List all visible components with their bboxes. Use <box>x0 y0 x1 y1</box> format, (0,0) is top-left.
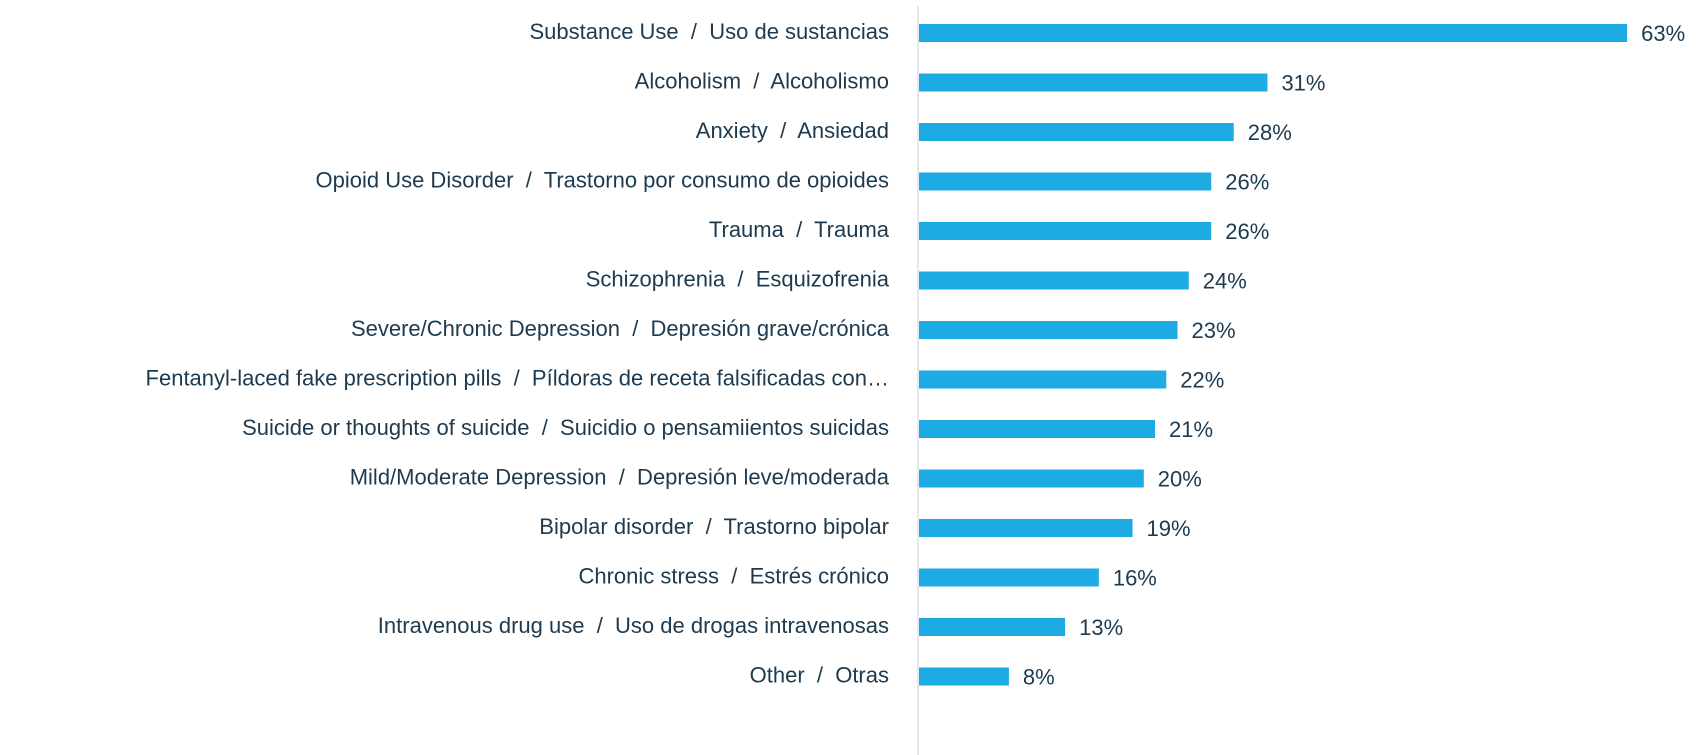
value-label: 26% <box>1225 219 1269 244</box>
category-label: Alcoholism / Alcoholismo <box>635 68 889 93</box>
value-label: 16% <box>1113 565 1157 590</box>
value-label: 26% <box>1225 169 1269 194</box>
bar <box>919 73 1268 92</box>
value-label: 63% <box>1641 21 1685 46</box>
bar <box>919 519 1133 537</box>
bar <box>919 370 1167 389</box>
value-label: 20% <box>1158 466 1202 491</box>
category-label: Chronic stress / Estrés crónico <box>578 563 889 588</box>
bar <box>919 420 1156 438</box>
bar <box>919 24 1628 42</box>
bar <box>919 321 1178 339</box>
category-label: Opioid Use Disorder / Trastorno por cons… <box>315 167 889 192</box>
value-label: 21% <box>1169 417 1213 442</box>
bar <box>919 667 1009 686</box>
value-label: 24% <box>1203 268 1247 293</box>
bar <box>919 123 1234 141</box>
category-label: Trauma / Trauma <box>709 217 890 242</box>
category-label: Schizophrenia / Esquizofrenia <box>586 266 890 291</box>
bar <box>919 568 1099 587</box>
bar <box>919 172 1212 191</box>
value-label: 19% <box>1147 516 1191 541</box>
bar <box>919 469 1144 488</box>
category-label: Suicide or thoughts of suicide / Suicidi… <box>242 415 889 440</box>
value-label: 13% <box>1079 615 1123 640</box>
bar <box>919 618 1066 636</box>
category-label: Bipolar disorder / Trastorno bipolar <box>539 514 889 539</box>
category-label: Fentanyl-laced fake prescription pills /… <box>146 365 889 390</box>
category-label: Severe/Chronic Depression / Depresión gr… <box>351 316 890 341</box>
bar <box>919 222 1212 240</box>
category-label: Other / Otras <box>750 662 889 687</box>
category-label: Substance Use / Uso de sustancias <box>529 19 889 44</box>
value-label: 8% <box>1023 664 1055 689</box>
category-label: Anxiety / Ansiedad <box>696 118 889 143</box>
bar <box>919 271 1189 290</box>
value-label: 22% <box>1180 367 1224 392</box>
value-label: 31% <box>1281 70 1325 95</box>
category-label: Mild/Moderate Depression / Depresión lev… <box>350 464 890 489</box>
value-label: 23% <box>1192 318 1236 343</box>
category-label: Intravenous drug use / Uso de drogas int… <box>378 613 889 638</box>
value-label: 28% <box>1248 120 1292 145</box>
